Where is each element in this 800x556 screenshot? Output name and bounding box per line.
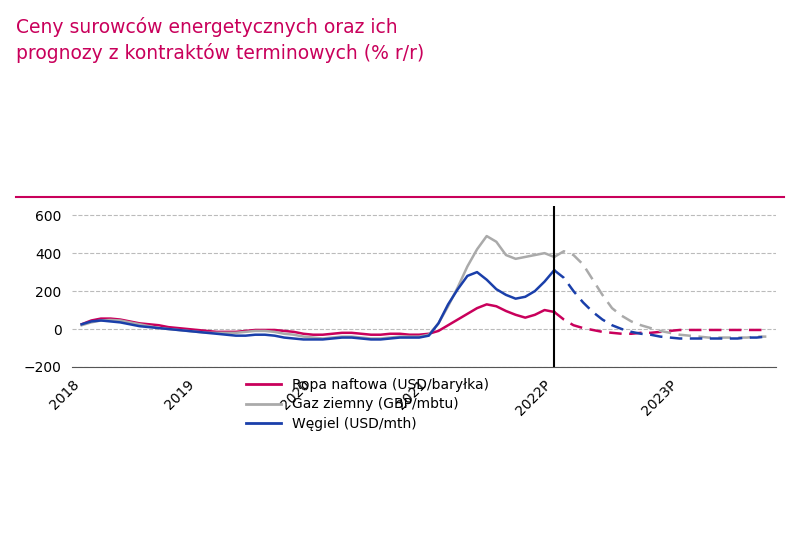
Legend: Ropa naftowa (USD/baryłka), Gaz ziemny (GBP/mbtu), Węgiel (USD/mth): Ropa naftowa (USD/baryłka), Gaz ziemny (… (246, 378, 489, 431)
Text: Ceny surowców energetycznych oraz ich
prognozy z kontraktów terminowych (% r/r): Ceny surowców energetycznych oraz ich pr… (16, 17, 424, 63)
